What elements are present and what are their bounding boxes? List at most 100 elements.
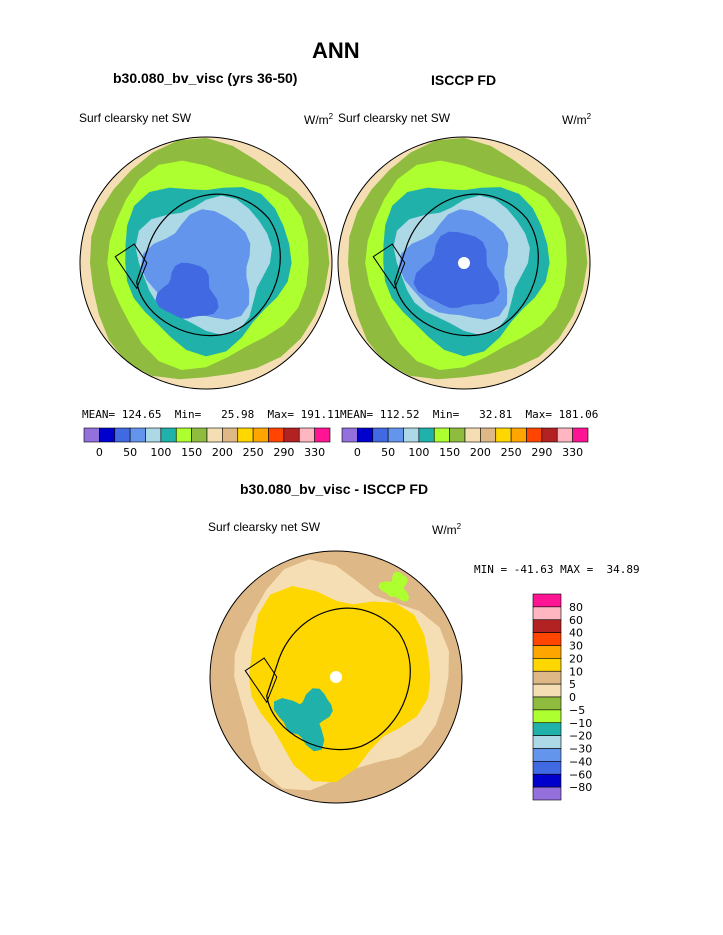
map-model: [79, 136, 333, 390]
colorbar-model-box-11: [252, 427, 269, 443]
panel1-max-label: Max=: [267, 408, 295, 421]
colorbar-diff-tick-12: −40: [569, 755, 592, 768]
colorbar-obs-tick-4: 200: [470, 446, 491, 459]
colorbar-obs-box-9: [480, 427, 497, 443]
colorbar-model-box-15: [314, 427, 331, 443]
colorbar-model-tick-1: 50: [123, 446, 137, 459]
colorbar-diff-box-3: [532, 632, 562, 646]
colorbar-obs-box-8: [464, 427, 481, 443]
map-model-outline: [79, 136, 333, 390]
panel1-mean-label: MEAN=: [82, 408, 116, 421]
colorbar-diff-box-2: [532, 619, 562, 633]
colorbar-obs-box-14: [556, 427, 573, 443]
colorbar-diff-tick-9: −10: [569, 717, 592, 730]
colorbar-diff-box-8: [532, 696, 562, 711]
colorbar-obs-box-12: [526, 427, 543, 443]
colorbar-obs-box-4: [403, 427, 420, 443]
colorbar-model-box-7: [191, 427, 208, 443]
colorbar-diff-box-14: [532, 773, 562, 788]
colorbar-diff-tick-13: −60: [569, 768, 592, 781]
colorbar-diff-box-10: [532, 722, 562, 736]
colorbar-model-box-6: [175, 427, 192, 443]
colorbar-obs-tick-0: 0: [354, 446, 361, 459]
panel1-units-base: W/m: [304, 113, 329, 127]
panel2-stats: MEAN= 112.52 Min= 32.81 Max= 181.06: [340, 408, 598, 421]
colorbar-diff-tick-2: 40: [569, 627, 583, 640]
panel3-title: b30.080_bv_visc - ISCCP FD: [240, 481, 429, 497]
colorbar-model-tick-6: 290: [273, 446, 294, 459]
panel3-units-base: W/m: [432, 523, 457, 537]
colorbar-diff-box-11: [532, 735, 562, 749]
colorbar-diff-box-4: [532, 645, 562, 659]
map-obs-field: [338, 137, 590, 389]
colorbar-diff-box-15: [532, 786, 562, 801]
colorbar-model-box-5: [160, 427, 177, 443]
panel2-min: 32.81: [479, 408, 513, 421]
colorbar-obs-box-6: [433, 427, 450, 443]
colorbar-obs-tick-2: 100: [408, 446, 429, 459]
colorbar-obs: 0 50 100 150 200 250 290 330: [341, 427, 589, 459]
colorbar-model-box-13: [283, 427, 300, 443]
colorbar-model-box-12: [268, 427, 285, 443]
colorbar-obs-tick-3: 150: [439, 446, 460, 459]
colorbar-model-box-10: [237, 427, 254, 443]
colorbar-diff-box-5: [532, 658, 562, 672]
panel2-mean: 112.52: [379, 408, 420, 421]
colorbar-diff-tick-14: −80: [569, 781, 592, 794]
panel3-stats: MIN = -41.63 MAX = 34.89: [474, 563, 640, 576]
colorbar-obs-box-13: [541, 427, 558, 443]
colorbar-diff-tick-0: 80: [569, 601, 583, 614]
panel2-units-exp: 2: [586, 112, 592, 121]
colorbar-model-box-14: [298, 427, 315, 443]
panel1-mean: 124.65: [121, 408, 162, 421]
panel3-units: W/m2: [432, 522, 461, 537]
colorbar-diff-box-13: [532, 761, 562, 775]
colorbar-obs-tick-5: 250: [501, 446, 522, 459]
colorbar-diff-tick-10: −20: [569, 730, 592, 743]
colorbar-obs-box-10: [495, 427, 512, 443]
panel2-title: ISCCP FD: [431, 72, 497, 88]
colorbar-obs-tick-1: 50: [381, 446, 395, 459]
panel3-units-exp: 2: [456, 522, 462, 531]
colorbar-obs-box-15: [572, 427, 589, 443]
colorbar-obs-box-3: [387, 427, 404, 443]
panel1-title: b30.080_bv_visc (yrs 36-50): [113, 70, 298, 86]
page-title: ANN: [312, 38, 360, 63]
panel2-mean-label: MEAN=: [340, 408, 374, 421]
map-obs-greenland-coast: [372, 243, 406, 290]
map-diff-contour-3: [273, 688, 333, 752]
colorbar-diff-tick-8: −5: [569, 704, 585, 717]
colorbar-model-tick-5: 250: [243, 446, 264, 459]
colorbar-model-box-9: [222, 427, 239, 443]
map-diff-field: [210, 551, 462, 803]
panel2-units: W/m2: [562, 112, 591, 127]
panel2-max: 181.06: [558, 408, 599, 421]
colorbar-model-box-0: [83, 427, 100, 443]
map-diff-outline: [209, 550, 463, 804]
panel1-min-label: Min=: [174, 408, 202, 421]
colorbar-diff-tick-5: 10: [569, 665, 583, 678]
colorbar-model-box-8: [206, 427, 223, 443]
colorbar-diff-tick-6: 5: [569, 678, 576, 691]
colorbar-diff-tick-3: 30: [569, 640, 583, 653]
colorbar-model: 0 50 100 150 200 250 290 330: [83, 427, 331, 459]
panel2-min-label: Min=: [432, 408, 460, 421]
colorbar-obs-box-7: [449, 427, 466, 443]
colorbar-model-tick-7: 330: [304, 446, 325, 459]
map-obs-pole-hole: [458, 257, 470, 269]
map-diff-pole-hole: [330, 671, 342, 683]
colorbar-diff-tick-4: 20: [569, 652, 583, 665]
map-diff: [209, 550, 463, 804]
colorbar-diff-box-0: [532, 593, 562, 608]
colorbar-model-box-4: [145, 427, 162, 443]
map-obs-contour-6: [413, 231, 500, 308]
map-obs-outline: [337, 136, 591, 390]
colorbar-diff-tick-7: 0: [569, 691, 576, 704]
map-model-contour-6: [155, 262, 219, 319]
panel1-stats: MEAN= 124.65 Min= 25.98 Max= 191.11: [82, 408, 340, 421]
panel3-variable: Surf clearsky net SW: [208, 520, 321, 534]
colorbar-model-tick-0: 0: [96, 446, 103, 459]
panel1-units-exp: 2: [328, 112, 334, 121]
panel1-variable: Surf clearsky net SW: [79, 111, 192, 125]
colorbar-obs-tick-7: 330: [562, 446, 583, 459]
